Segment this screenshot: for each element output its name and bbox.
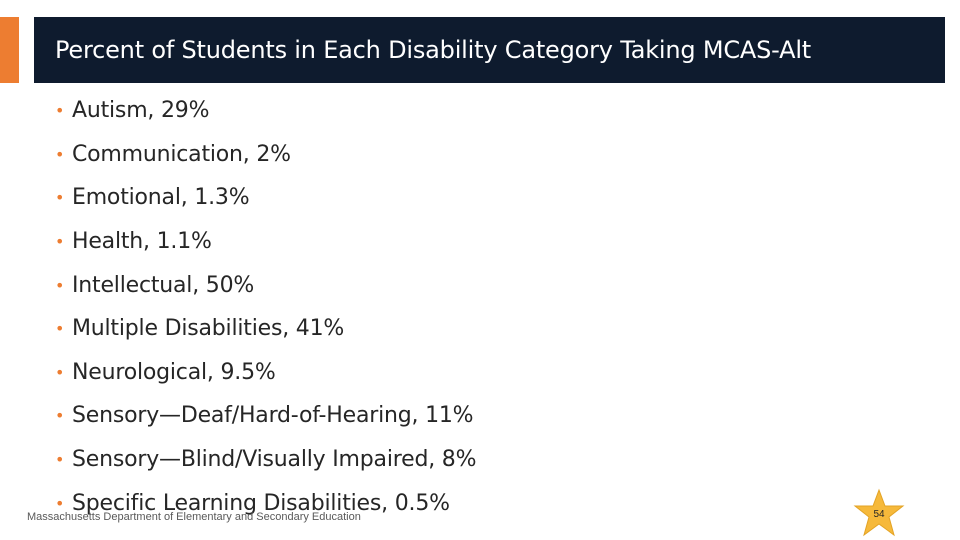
list-item-text: Emotional, 1.3% — [72, 185, 250, 211]
slide-title: Percent of Students in Each Disability C… — [55, 36, 811, 64]
title-accent-bar — [0, 17, 19, 83]
list-item-text: Sensory—Deaf/Hard-of-Hearing, 11% — [72, 403, 474, 429]
list-item: • Health, 1.1% — [55, 220, 476, 264]
bullet-dot-icon: • — [55, 319, 65, 339]
bullet-dot-icon: • — [55, 188, 65, 208]
list-item: • Sensory—Blind/Visually Impaired, 8% — [55, 438, 477, 482]
list-item: • Specific Learning Disabilities, 0.5% — [55, 481, 476, 525]
bullet-dot-icon: • — [55, 362, 65, 382]
list-item: • Intellectual, 50% — [55, 263, 476, 307]
list-item-text: Health, 1.1% — [72, 229, 212, 255]
list-item: • Communication, 2% — [55, 133, 476, 177]
bullet-dot-icon: • — [55, 406, 65, 426]
footer-organization: Massachusetts Department of Elementary a… — [27, 511, 361, 523]
list-item-text: Multiple Disabilities, 41% — [72, 316, 345, 342]
list-item-text: Communication, 2% — [72, 141, 291, 167]
bullet-list: • Autism, 29% • Communication, 2% • Emotion… — [55, 89, 477, 525]
list-item-text: Intellectual, 50% — [72, 272, 255, 298]
bullet-dot-icon: • — [55, 101, 65, 121]
bullet-dot-icon: • — [55, 275, 65, 295]
list-item: • Neurological, 9.5% — [55, 351, 476, 395]
list-item: • Sensory—Deaf/Hard-of-Hearing, 11% — [55, 394, 476, 438]
page-number-badge: 54 — [853, 488, 905, 538]
list-item-text: Neurological, 9.5% — [72, 359, 276, 385]
star-icon — [853, 488, 905, 537]
bullet-dot-icon: • — [55, 232, 65, 252]
title-bar: Percent of Students in Each Disability C… — [34, 17, 945, 83]
bullet-dot-icon: • — [55, 450, 65, 470]
list-item: • Autism, 29% — [55, 89, 476, 133]
list-item: • Emotional, 1.3% — [55, 176, 476, 220]
list-item-text: Specific Learning Disabilities, 0.5% — [72, 490, 450, 516]
list-item-text: Sensory—Blind/Visually Impaired, 8% — [72, 447, 477, 473]
bullet-dot-icon: • — [55, 144, 65, 164]
page-number: 54 — [873, 509, 885, 520]
bullet-dot-icon: • — [55, 493, 65, 513]
list-item: • Multiple Disabilities, 41% — [55, 307, 476, 351]
list-item-text: Autism, 29% — [72, 98, 210, 124]
